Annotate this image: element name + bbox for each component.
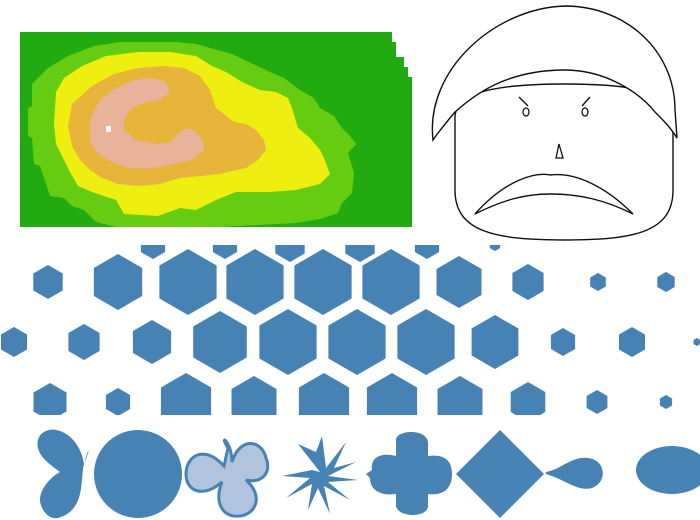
hexagon (33, 383, 67, 415)
hexagon (489, 245, 501, 251)
hexagon (366, 373, 418, 415)
shape-samples-strip (37, 429, 700, 519)
hexagon (160, 373, 212, 415)
hexagon (362, 249, 420, 315)
pinwheel-icon (282, 436, 358, 514)
face-outline (454, 83, 674, 241)
hexagon-field-panel (0, 245, 700, 415)
hexagon (298, 373, 350, 415)
hexagon (159, 249, 217, 315)
hexagon (33, 265, 63, 299)
hexagon (193, 311, 247, 373)
hexagon (550, 328, 576, 356)
right-eye (581, 107, 589, 117)
hexagon (259, 309, 317, 375)
terrain-summit-marker (106, 126, 111, 132)
hexagon (619, 327, 645, 357)
hexagon (328, 309, 386, 375)
hexagon (397, 309, 455, 375)
hexagon (693, 338, 700, 346)
teardrop-icon (546, 457, 603, 489)
hexagon-field-icon (1, 245, 700, 415)
left-eyebrow (518, 96, 529, 107)
diamond-icon (456, 430, 544, 518)
hexagon (436, 256, 482, 308)
hexagon (93, 254, 143, 310)
frowning-mouth (474, 173, 634, 215)
hexagon-group (1, 245, 700, 415)
contour-map-icon (20, 32, 412, 227)
hexagon (105, 388, 131, 415)
hexagon (437, 376, 483, 415)
circle-icon (94, 430, 182, 518)
nose (555, 143, 564, 159)
propeller-icon (184, 438, 270, 518)
hexagon (132, 320, 172, 364)
hexagon (231, 376, 277, 415)
hexagon (345, 245, 375, 262)
hexagon (471, 315, 519, 369)
face-drawing-panel (425, 0, 700, 245)
hexagon (68, 324, 100, 360)
hexagon (294, 249, 352, 315)
hexagon (212, 245, 238, 259)
right-eyebrow (581, 96, 591, 107)
hexagon (657, 272, 675, 292)
hexagon (659, 395, 673, 409)
left-eye (522, 107, 530, 117)
hexagon (586, 390, 608, 414)
helmet-outline (431, 5, 678, 142)
hexagon (1, 327, 27, 357)
hexagon (510, 382, 546, 415)
hexagon (512, 264, 544, 300)
terrain-map-panel (20, 32, 412, 227)
shape-samples-panel (0, 418, 700, 520)
terrain-peak-region (90, 78, 204, 168)
cross-blob-icon (366, 432, 452, 515)
hexagon (275, 245, 305, 262)
hexagon (590, 273, 606, 291)
hexagon (414, 245, 440, 259)
ellipse-icon (636, 446, 700, 494)
bowtie-icon (37, 429, 89, 519)
hexagon (226, 249, 284, 315)
hexagon (140, 245, 166, 259)
grumpy-face-icon (431, 5, 678, 241)
